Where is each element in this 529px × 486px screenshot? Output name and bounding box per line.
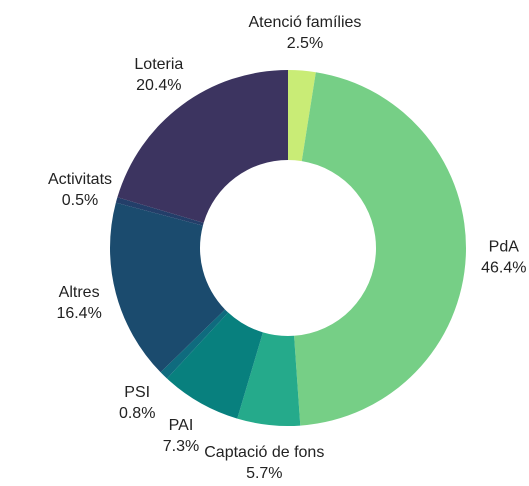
slice-label: Atenció famílies [248, 14, 361, 31]
donut-slice [160, 309, 229, 379]
donut-slice [166, 312, 263, 419]
donut-slice [110, 202, 225, 373]
donut-slice [117, 70, 289, 223]
slice-label: PSI [124, 384, 150, 401]
slice-label: PAI [169, 417, 194, 434]
slice-label: Activitats [48, 171, 112, 188]
slice-value-label: 46.4% [481, 260, 526, 277]
slice-value-label: 16.4% [56, 305, 101, 322]
slice-value-label: 0.5% [62, 192, 98, 209]
slice-value-label: 7.3% [163, 438, 199, 455]
slice-label: Loteria [134, 56, 183, 73]
slice-value-label: 5.7% [246, 465, 282, 482]
donut-slice [115, 197, 204, 226]
slice-label: PdA [489, 239, 520, 256]
slice-value-label: 0.8% [119, 405, 155, 422]
slice-label: Altres [59, 284, 100, 301]
slice-value-label: 2.5% [287, 35, 323, 52]
donut-slice [294, 72, 466, 426]
slice-label: Captació de fons [204, 444, 324, 461]
donut-slice [288, 70, 316, 162]
slice-value-label: 20.4% [136, 77, 181, 94]
donut-slice [237, 332, 301, 426]
